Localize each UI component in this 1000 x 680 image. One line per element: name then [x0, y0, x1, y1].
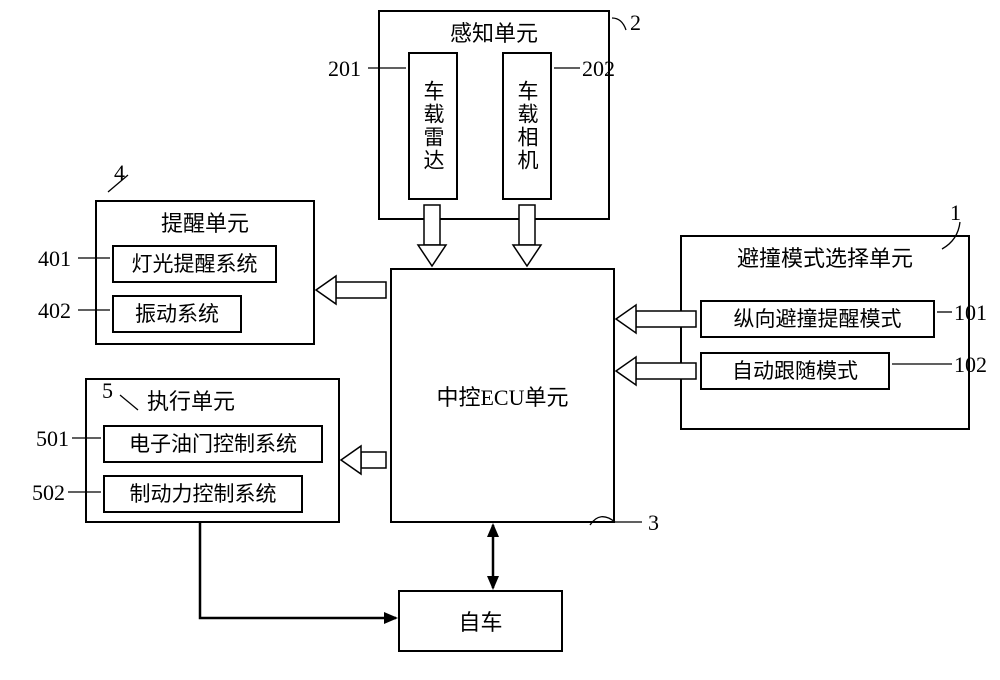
arrow-202-to-ecu — [513, 205, 541, 266]
diagram-canvas: 感知单元 车载雷达 车载相机 提醒单元 灯光提醒系统 振动系统 执行单元 电子油… — [0, 0, 1000, 680]
arrow-201-to-ecu — [418, 205, 446, 266]
arrow-unit5-selfcar — [200, 523, 396, 618]
arrow-102-to-ecu — [616, 357, 696, 385]
leader-1 — [942, 222, 960, 249]
leader-4 — [108, 175, 128, 192]
leader-5 — [120, 395, 138, 410]
leader-2 — [612, 18, 626, 30]
arrows-svg — [0, 0, 1000, 680]
arrow-ecu-to-unit5 — [341, 446, 386, 474]
arrow-ecu-to-unit4 — [316, 276, 386, 304]
leader-3b — [590, 517, 615, 525]
arrow-101-to-ecu — [616, 305, 696, 333]
